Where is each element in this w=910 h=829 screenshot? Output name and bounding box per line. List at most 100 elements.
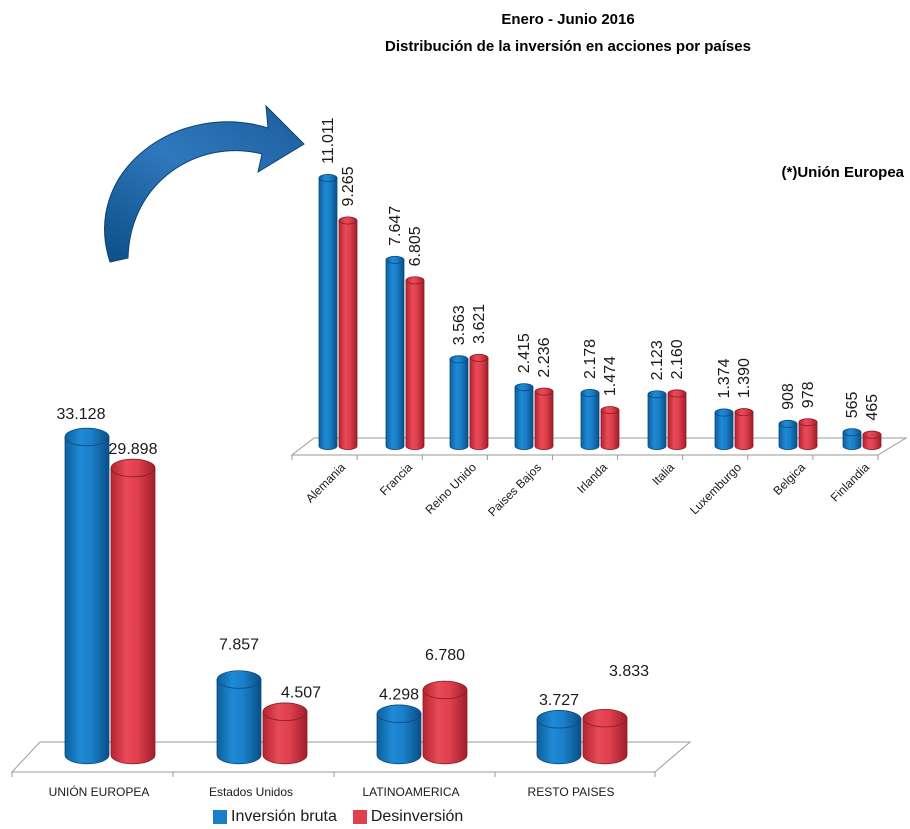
eu-category-label-alemania: Alemania xyxy=(303,460,349,506)
eu-category-label-francia: Francia xyxy=(377,460,415,498)
value-label-estados-unidos-desinversion: 4.507 xyxy=(281,685,321,702)
eu-bar-finlandia-desinversion-top xyxy=(862,430,882,439)
eu-value-label-reino-unido-inversion: 3.563 xyxy=(451,305,468,345)
legend-swatch-desinversion xyxy=(352,810,367,824)
eu-bar-francia-inversion xyxy=(385,259,405,450)
legend-item-desinversion: Desinversión xyxy=(352,808,464,826)
eu-bar-reino-unido-desinversion-top xyxy=(469,353,489,362)
eu-category-label-italia: Italia xyxy=(649,460,677,488)
eu-bar-paises-bajos-inversion xyxy=(514,386,534,450)
eu-bar-italia-inversion-top xyxy=(647,390,667,399)
bar-latinoamerica-inversion-top xyxy=(376,704,422,723)
eu-value-label-francia-inversion: 7.647 xyxy=(387,206,404,246)
eu-bar-irlanda-inversion-top xyxy=(580,388,600,397)
eu-value-label-alemania-inversion: 11.011 xyxy=(320,117,337,164)
eu-bar-paises-bajos-inversion-top xyxy=(514,383,534,392)
main-chart-bars: 33.128 29.898 UNIÓN EUROPEA 7.857 4.507 Estad… xyxy=(49,406,649,799)
bar-estados-unidos-desinversion-top xyxy=(262,702,308,721)
bar-resto-paises-inversion xyxy=(536,718,582,765)
value-label-resto-paises-inversion: 3.727 xyxy=(539,692,579,709)
eu-bar-irlanda-inversion xyxy=(580,392,600,450)
eu-bar-irlanda-desinversion xyxy=(600,409,620,450)
eu-bar-luxemburgo-desinversion xyxy=(734,411,754,450)
eu-value-label-belgica-inversion: 908 xyxy=(780,383,797,410)
eu-bar-belgica-desinversion-top xyxy=(798,418,818,427)
eu-value-label-irlanda-desinversion: 1.474 xyxy=(602,356,619,396)
bar-estados-unidos-inversion-top xyxy=(216,670,262,689)
eu-bar-alemania-desinversion-top xyxy=(338,216,358,225)
category-label-resto-paises: RESTO PAISES xyxy=(528,785,615,799)
eu-bar-irlanda-desinversion-top xyxy=(600,406,620,415)
main-chart-floor xyxy=(10,741,692,777)
chart-canvas: Enero - Junio 2016 Distribución de la in… xyxy=(10,11,908,799)
category-label-union-europea: UNIÓN EUROPEA xyxy=(49,784,150,799)
main-floor-plane xyxy=(10,741,692,773)
eu-bar-belgica-desinversion xyxy=(798,421,818,450)
eu-bar-luxemburgo-inversion xyxy=(714,412,734,450)
eu-value-label-francia-desinversion: 6.805 xyxy=(407,226,424,266)
eu-category-label-finlandia: Finlandia xyxy=(828,460,873,505)
chart-title-line2: Distribución de la inversión en acciones… xyxy=(385,38,751,55)
bar-latinoamerica-desinversion-top xyxy=(422,680,468,700)
eu-bar-francia-inversion-top xyxy=(385,255,405,264)
legend-swatch-inversion xyxy=(213,810,227,824)
bar-union-europea-desinversion xyxy=(110,467,156,765)
eu-bar-paises-bajos-desinversion-top xyxy=(534,387,554,396)
eu-value-label-luxemburgo-inversion: 1.374 xyxy=(716,358,733,398)
eu-value-label-finlandia-inversion: 565 xyxy=(844,391,861,418)
bar-union-europea-desinversion-top xyxy=(110,458,156,478)
curved-arrow-icon xyxy=(104,104,305,263)
eu-value-label-paises-bajos-desinversion: 2.236 xyxy=(536,337,553,377)
eu-bar-belgica-inversion xyxy=(778,423,798,450)
bar-union-europea-inversion-top xyxy=(64,427,110,447)
eu-bar-alemania-inversion-top xyxy=(318,173,338,182)
eu-bar-italia-inversion xyxy=(647,393,667,450)
eu-bar-luxemburgo-desinversion-top xyxy=(734,408,754,417)
eu-bar-luxemburgo-inversion-top xyxy=(714,408,734,417)
eu-value-label-italia-inversion: 2.123 xyxy=(649,340,666,380)
bar-estados-unidos-inversion xyxy=(216,679,262,765)
category-label-estados-unidos: Estados Unidos xyxy=(209,785,293,799)
eu-bar-reino-unido-desinversion xyxy=(469,357,489,450)
eu-bar-finlandia-desinversion xyxy=(862,434,882,450)
bar-latinoamerica-desinversion xyxy=(422,689,468,765)
legend: Inversión bruta Desinversión xyxy=(213,807,479,827)
eu-category-label-reino-unido: Reino Unido xyxy=(423,460,480,517)
eu-bar-reino-unido-inversion-top xyxy=(449,355,469,364)
eu-value-label-paises-bajos-inversion: 2.415 xyxy=(516,333,533,373)
legend-label-desinversion: Desinversión xyxy=(370,808,464,825)
eu-bar-alemania-inversion xyxy=(318,177,338,450)
eu-bar-italia-desinversion xyxy=(667,393,687,450)
eu-value-label-reino-unido-desinversion: 3.621 xyxy=(471,304,488,344)
bar-union-europea-inversion xyxy=(64,436,110,765)
value-label-resto-paises-desinversion: 3.833 xyxy=(609,663,649,680)
eu-value-label-irlanda-inversion: 2.178 xyxy=(582,339,599,379)
bar-latinoamerica-inversion xyxy=(376,713,422,765)
eu-category-label-irlanda: Irlanda xyxy=(574,460,610,496)
eu-category-label-belgica: Belgica xyxy=(770,460,808,498)
eu-category-label-paises-bajos: Paises Bajos xyxy=(485,460,544,519)
chart-title-line1: Enero - Junio 2016 xyxy=(501,11,634,28)
eu-bar-italia-desinversion-top xyxy=(667,389,687,398)
value-label-latinoamerica-desinversion: 6.780 xyxy=(425,647,465,664)
legend-label-inversion: Inversión bruta xyxy=(231,808,337,825)
bar-estados-unidos-desinversion xyxy=(262,711,308,765)
bar-resto-paises-inversion-top xyxy=(536,710,582,729)
eu-bar-paises-bajos-desinversion xyxy=(534,391,554,450)
value-label-estados-unidos-inversion: 7.857 xyxy=(219,637,259,654)
legend-item-inversion: Inversión bruta xyxy=(213,808,337,826)
eu-bar-francia-desinversion xyxy=(405,279,425,450)
eu-bar-finlandia-inversion xyxy=(842,431,862,450)
eu-value-label-italia-desinversion: 2.160 xyxy=(669,339,686,379)
value-label-latinoamerica-inversion: 4.298 xyxy=(379,687,419,704)
eu-bar-belgica-inversion-top xyxy=(778,419,798,428)
bar-resto-paises-desinversion xyxy=(582,717,628,765)
value-label-union-europea-desinversion: 29.898 xyxy=(109,441,158,458)
eu-bar-finlandia-inversion-top xyxy=(842,428,862,437)
eu-category-label-luxemburgo: Luxemburgo xyxy=(687,460,744,517)
eu-value-label-luxemburgo-desinversion: 1.390 xyxy=(736,358,753,398)
eu-bar-francia-desinversion-top xyxy=(405,276,425,285)
eu-value-label-belgica-desinversion: 978 xyxy=(800,381,817,408)
eu-value-label-alemania-desinversion: 9.265 xyxy=(340,166,357,206)
eu-bar-alemania-desinversion xyxy=(338,220,358,450)
